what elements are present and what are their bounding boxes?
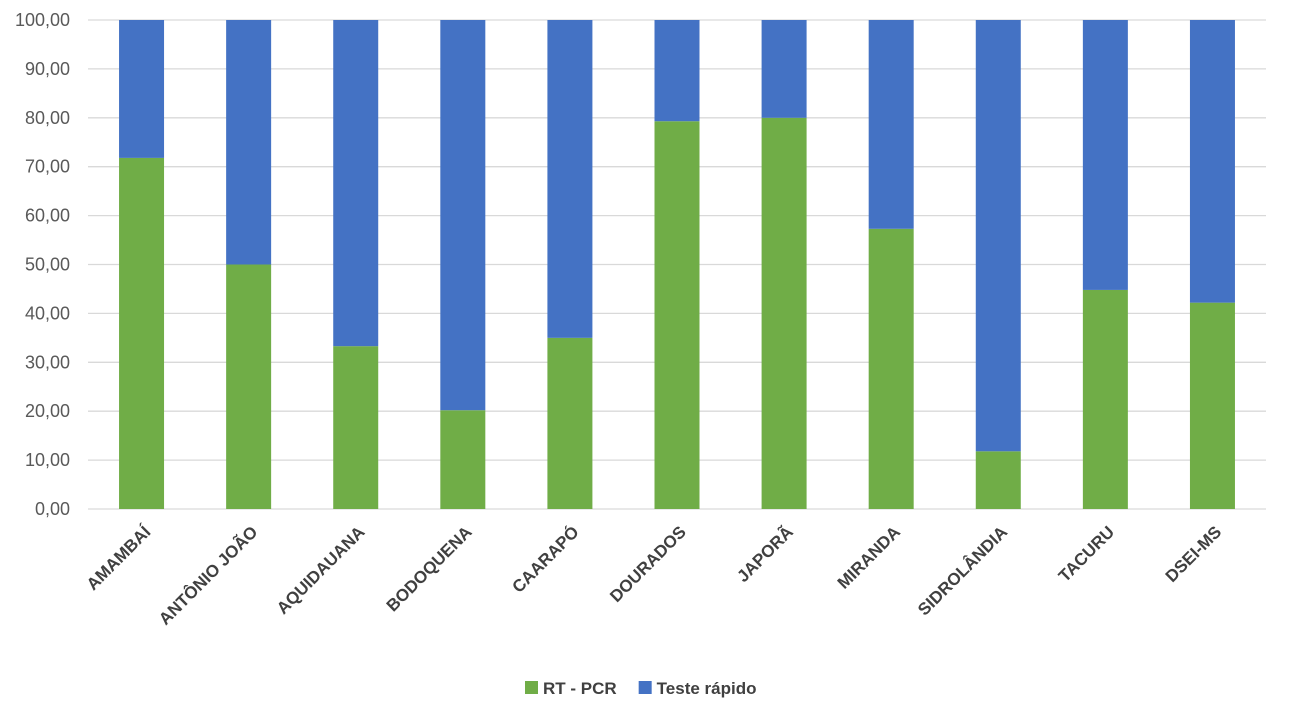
x-category-label: ANTÔNIO JOÃO [154,522,261,629]
bar-segment-teste-rapido [654,20,700,122]
x-category-label: BODOQUENA [383,522,476,615]
x-category-label: TACURU [1055,522,1118,585]
x-category-label: AMAMBAÍ [83,521,155,593]
legend-label: RT - PCR [543,679,617,698]
x-category-label: MIRANDA [834,522,904,592]
x-category-label: AQUIDAUANA [273,522,369,618]
y-tick-label: 10,00 [25,450,70,470]
y-tick-label: 90,00 [25,59,70,79]
x-category-label: SIDROLÂNDIA [914,522,1011,619]
bar-segment-teste-rapido [440,20,486,411]
bar-segment-teste-rapido [547,20,593,338]
y-tick-label: 100,00 [15,10,70,30]
bar-segment-rt-pcr [333,346,379,509]
bar-segment-rt-pcr [119,157,165,509]
y-tick-label: 20,00 [25,401,70,421]
x-category-label: JAPORÃ [733,522,797,586]
y-tick-label: 70,00 [25,157,70,177]
bar-segment-teste-rapido [975,20,1021,452]
bar-segment-rt-pcr [440,410,486,509]
bar-segment-teste-rapido [226,20,272,265]
bar-segment-rt-pcr [1082,289,1128,509]
x-category-label: DOURADOS [606,522,690,606]
y-tick-label: 80,00 [25,108,70,128]
bar-segment-teste-rapido [119,20,165,158]
y-tick-label: 60,00 [25,206,70,226]
bar-segment-rt-pcr [868,228,914,510]
x-axis-category-labels: AMAMBAÍ ANTÔNIO JOÃO AQUIDAUANA BODOQUENA CA… [83,521,1225,628]
bar-segment-rt-pcr [761,117,807,510]
y-tick-label: 40,00 [25,303,70,323]
y-tick-label: 50,00 [25,255,70,275]
bar-segment-rt-pcr [975,451,1021,509]
bar-segment-teste-rapido [1082,20,1128,290]
bar-segment-teste-rapido [868,20,914,229]
y-tick-label: 0,00 [35,499,70,519]
bar-segment-teste-rapido [761,20,807,118]
legend-swatch [525,681,538,694]
x-category-label: CAARAPÓ [509,522,583,596]
bar-segment-teste-rapido [1189,20,1235,303]
legend-swatch [638,681,652,694]
legend: RT - PCR Teste rápido [525,679,757,698]
bar-segment-rt-pcr [654,121,700,510]
x-category-label: DSEI-MS [1162,522,1226,586]
bar-segment-rt-pcr [1189,302,1235,509]
bar-segment-teste-rapido [333,20,379,347]
bars [119,20,1235,510]
y-tick-label: 30,00 [25,352,70,372]
bar-segment-rt-pcr [226,264,272,509]
y-axis-tick-labels: 0,00 10,00 20,00 30,00 40,00 50,00 60,00 70,00 8… [15,10,70,519]
legend-label: Teste rápido [657,679,757,698]
bar-segment-rt-pcr [547,337,593,509]
